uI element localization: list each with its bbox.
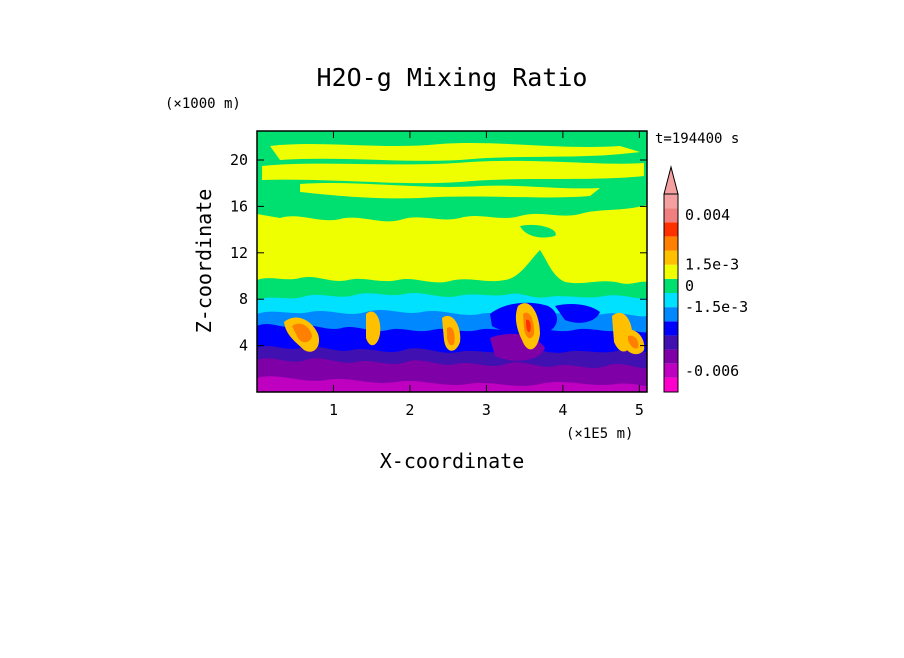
x-tick-label: 4 — [558, 401, 567, 419]
plume-6-core — [628, 335, 639, 349]
colorbar-level — [664, 335, 678, 350]
x-axis: 1 2 3 4 5 — [329, 131, 644, 419]
contour-field — [257, 131, 647, 392]
x-tick-label: 3 — [482, 401, 491, 419]
y-tick-label: 16 — [230, 197, 248, 215]
colorbar-extend-triangle — [663, 165, 679, 195]
plume-1-core — [292, 323, 312, 343]
colorbar-label: 1.5e-3 — [685, 256, 739, 274]
colorbar-level — [664, 377, 678, 392]
field-green-patch — [520, 224, 556, 238]
colorbar-label: 0.004 — [685, 206, 730, 224]
plume-2 — [366, 311, 381, 346]
y-tick-label: 8 — [239, 290, 248, 308]
time-label: t=194400 s — [655, 131, 739, 147]
field-magenta — [257, 376, 647, 392]
y-tick-label: 12 — [230, 244, 248, 262]
field-blue-blob-2 — [555, 304, 600, 323]
x-tick-label: 2 — [405, 401, 414, 419]
field-yellow-strip-2 — [262, 160, 644, 184]
field-yellow-strip-3 — [300, 183, 600, 199]
plume-4-hot — [526, 319, 531, 333]
colorbar-level — [664, 349, 678, 364]
colorbar-level — [664, 264, 678, 279]
y-unit-label: (×1000 m) — [165, 96, 241, 112]
colorbar-level — [664, 194, 678, 209]
colorbar-label: 0 — [685, 277, 694, 295]
chart-title: H2O-g Mixing Ratio — [317, 63, 588, 92]
plume-3-core — [447, 327, 455, 346]
y-tick-label: 4 — [239, 337, 248, 355]
colorbar-level — [664, 278, 678, 293]
colorbar-level — [664, 321, 678, 336]
colorbar-level — [664, 222, 678, 237]
x-tick-label: 5 — [635, 401, 644, 419]
colorbar: -0.006 -1.5e-3 0 1.5e-3 0.004 — [663, 165, 748, 393]
colorbar-level — [664, 250, 678, 265]
colorbar-level — [664, 307, 678, 322]
field-yellow-strip-1 — [270, 143, 640, 161]
field-plumes — [284, 303, 645, 355]
y-axis: 4 8 12 16 20 — [230, 151, 647, 355]
plot-frame — [256, 130, 648, 393]
colorbar-level — [664, 208, 678, 223]
x-tick-label: 1 — [329, 401, 338, 419]
colorbar-level — [664, 293, 678, 308]
colorbar-level — [664, 236, 678, 251]
colorbar-label: -1.5e-3 — [685, 298, 748, 316]
x-unit-label: (×1E5 m) — [566, 426, 633, 442]
y-axis-label: Z-coordinate — [192, 189, 216, 334]
x-axis-label: X-coordinate — [380, 449, 525, 473]
y-tick-label: 20 — [230, 151, 248, 169]
colorbar-level — [664, 363, 678, 378]
colorbar-label: -0.006 — [685, 362, 739, 380]
